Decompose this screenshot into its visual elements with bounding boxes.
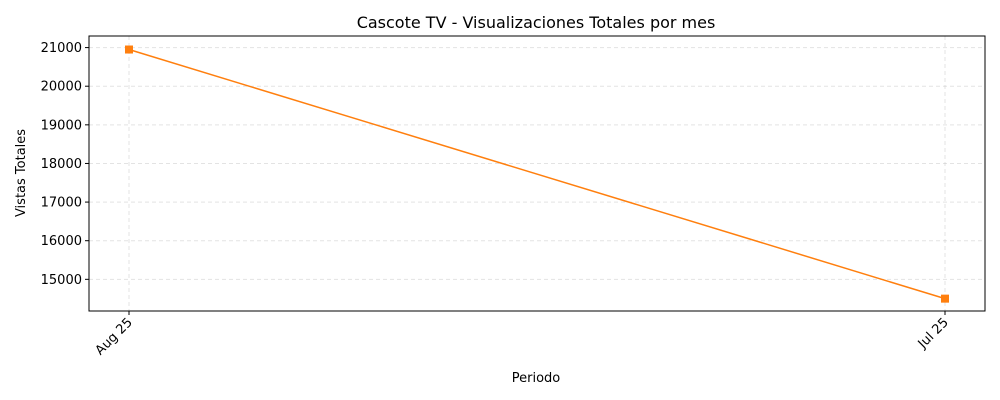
series-line — [128, 48, 946, 300]
y-tick-label: 19000 — [41, 118, 82, 133]
y-tick-label: 17000 — [41, 196, 82, 211]
data-point-marker — [941, 294, 949, 303]
y-axis-label: Vistas Totales — [14, 129, 29, 217]
x-tick-label: Jul 25 — [915, 315, 952, 352]
chart-title: Cascote TV - Visualizaciones Totales por… — [357, 13, 716, 32]
x-axis: Aug 25 Jul 25 — [93, 311, 952, 358]
plot-frame — [88, 35, 986, 312]
grid — [89, 36, 985, 311]
x-tick-label: Aug 25 — [93, 315, 136, 358]
y-axis: 15000 16000 17000 18000 19000 20000 21000 — [41, 41, 89, 288]
y-tick-label: 18000 — [41, 157, 82, 172]
data-point-marker — [125, 45, 133, 54]
y-tick-label: 16000 — [41, 234, 82, 249]
y-tick-label: 21000 — [41, 41, 82, 56]
y-tick-label: 20000 — [41, 80, 82, 95]
x-axis-label: Periodo — [512, 371, 561, 386]
y-tick-label: 15000 — [41, 273, 82, 288]
series-layer — [125, 45, 949, 303]
